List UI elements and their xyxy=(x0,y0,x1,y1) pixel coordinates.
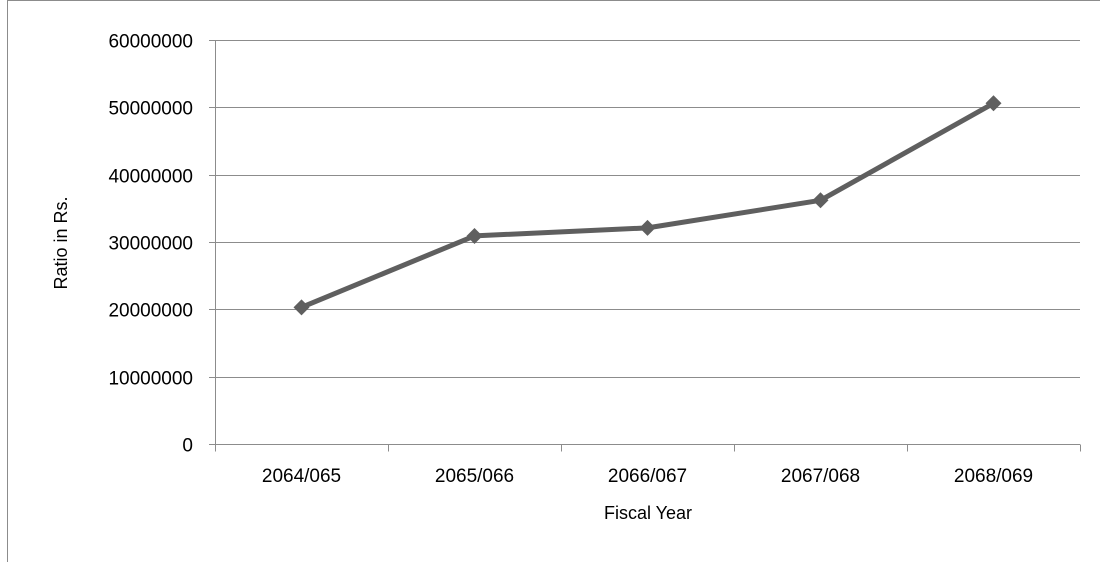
y-tick-label: 60000000 xyxy=(108,32,193,53)
y-tick-label: 0 xyxy=(182,436,193,457)
x-tick-label: 2066/067 xyxy=(608,466,687,487)
data-point-marker xyxy=(639,219,656,236)
y-axis-tick-labels: 0 10000000 20000000 30000000 40000000 5000000… xyxy=(108,32,193,457)
y-tick-label: 30000000 xyxy=(108,234,193,255)
y-tick-label: 40000000 xyxy=(108,167,193,188)
y-tick-label: 20000000 xyxy=(108,301,193,322)
data-series xyxy=(293,95,1002,316)
x-tick-label: 2064/065 xyxy=(262,466,341,487)
series-line xyxy=(299,100,996,310)
y-tick-label: 10000000 xyxy=(108,369,193,390)
data-point-marker xyxy=(985,95,1002,112)
x-tick-label: 2068/069 xyxy=(954,466,1033,487)
x-tick-label: 2067/068 xyxy=(781,466,860,487)
data-point-marker xyxy=(293,299,310,316)
x-axis-tick-labels: 2064/065 2065/066 2066/067 2067/068 2068/069 xyxy=(262,466,1033,487)
axes xyxy=(209,40,1081,452)
data-point-marker xyxy=(466,227,483,244)
y-tick-label: 50000000 xyxy=(108,99,193,120)
x-axis-title: Fiscal Year xyxy=(604,503,692,523)
y-axis-title: Ratio in Rs. xyxy=(51,196,71,289)
x-tick-label: 2065/066 xyxy=(435,466,514,487)
gridlines xyxy=(215,40,1080,378)
data-point-marker xyxy=(812,192,829,209)
